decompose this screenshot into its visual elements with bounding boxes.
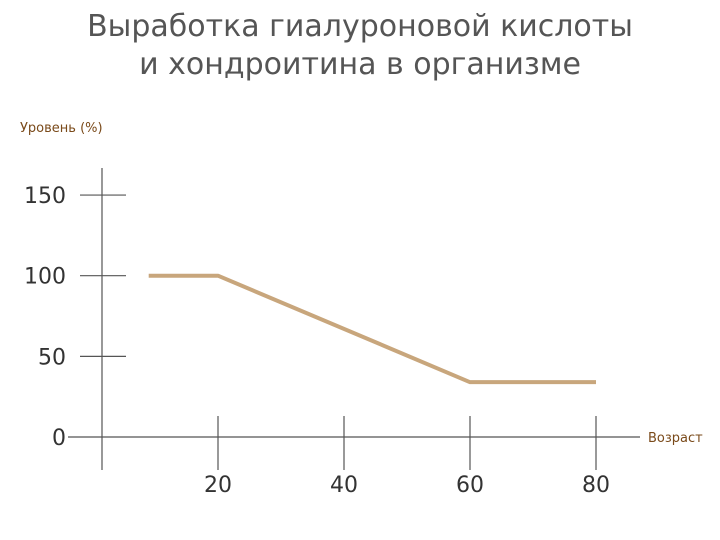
- y-axis-label: Уровень (%): [20, 121, 103, 136]
- y-tick-label: 100: [24, 265, 66, 290]
- series-line: [148, 273, 596, 385]
- x-tick-label: 60: [456, 473, 484, 498]
- y-tick-label: 0: [52, 426, 66, 451]
- y-tick-label: 50: [38, 345, 66, 370]
- x-axis-label: Возраст: [648, 431, 703, 446]
- y-tick-label: 150: [24, 184, 66, 209]
- chart-title-line-1: Выработка гиалуроновой кислоты: [87, 9, 633, 44]
- x-tick-label: 80: [582, 473, 610, 498]
- chart-title-line-2: и хондроитина в организме: [139, 47, 581, 82]
- x-tick-label: 20: [204, 473, 232, 498]
- x-tick-label: 40: [330, 473, 358, 498]
- chart-title: Выработка гиалуроновой кислоты и хондрои…: [0, 8, 720, 84]
